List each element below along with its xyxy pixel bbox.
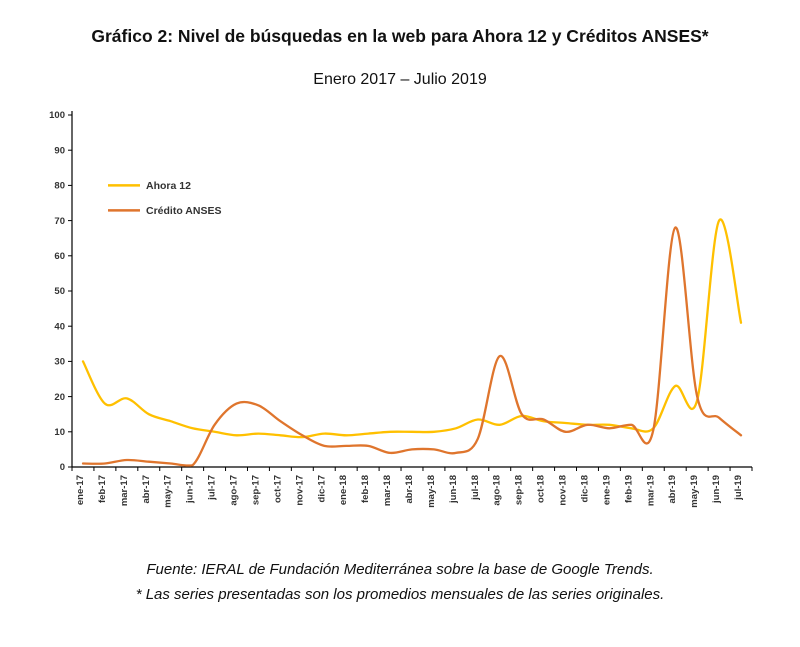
legend-label-ahora-12: Ahora 12 <box>146 180 191 192</box>
x-tick-label: jul-17 <box>207 475 218 501</box>
y-tick-label: 40 <box>54 321 65 332</box>
x-tick-label: ene-17 <box>75 475 86 505</box>
x-tick-label: nov-17 <box>294 475 305 506</box>
series-line-ahora-12 <box>81 218 743 439</box>
trend-chart: 0 10 20 30 40 50 60 70 80 90 100 ene-17 feb-17 mar-17… <box>49 110 753 508</box>
x-tick-label: jun-18 <box>448 475 459 504</box>
x-tick-label: ene-19 <box>601 475 612 505</box>
x-tick-label: feb-19 <box>623 475 634 503</box>
x-tick-label: may-19 <box>689 475 700 508</box>
x-tick-label: dic-18 <box>579 475 590 502</box>
x-tick-label: jun-19 <box>711 475 722 504</box>
x-tick-label: mar-19 <box>645 475 656 506</box>
x-tick-label: oct-17 <box>272 475 283 503</box>
x-tick-label: sep-17 <box>250 475 261 505</box>
x-tick-label: jul-18 <box>470 475 481 501</box>
y-tick-label: 20 <box>54 392 65 403</box>
y-tick-label: 10 <box>54 427 65 438</box>
x-tick-label: feb-18 <box>360 475 371 503</box>
source-note: Fuente: IERAL de Fundación Mediterránea … <box>146 561 654 578</box>
series-line-credito-anses <box>81 226 743 467</box>
x-tick-label: nov-18 <box>558 475 569 506</box>
x-tick-label: mar-18 <box>382 475 393 506</box>
x-tick-label: ago-17 <box>229 475 240 506</box>
y-tick-label: 70 <box>54 216 65 227</box>
x-tick-label: jun-17 <box>185 475 196 504</box>
x-tick-label: dic-17 <box>316 475 327 502</box>
y-tick-label: 60 <box>54 251 65 262</box>
x-tick-label: abr-19 <box>667 475 678 504</box>
x-tick-label: abr-18 <box>404 475 415 504</box>
chart-footer: Fuente: IERAL de Fundación Mediterránea … <box>0 558 800 608</box>
chart-title: Gráfico 2: Nivel de búsquedas en la web … <box>91 26 709 46</box>
x-tick-label: sep-18 <box>514 475 525 505</box>
x-tick-label: feb-17 <box>97 475 108 503</box>
chart-subtitle: Enero 2017 – Julio 2019 <box>313 71 487 88</box>
chart-area: 0 10 20 30 40 50 60 70 80 90 100 ene-17 feb-17 mar-17… <box>30 105 770 544</box>
y-tick-label: 80 <box>54 181 65 192</box>
x-tick-label: ene-18 <box>338 475 349 505</box>
legend-label-credito-anses: Crédito ANSES <box>146 205 221 217</box>
y-tick-label: 90 <box>54 145 65 156</box>
x-tick-label: ago-18 <box>492 475 503 506</box>
x-tick-label: jul-19 <box>733 475 744 501</box>
x-tick-label: oct-18 <box>536 475 547 503</box>
series-note: * Las series presentadas son los promedi… <box>135 585 665 603</box>
x-tick-label: mar-17 <box>119 475 130 506</box>
y-tick-label: 0 <box>60 462 65 473</box>
x-tick-label: may-18 <box>426 475 437 508</box>
y-tick-label: 100 <box>49 110 65 121</box>
x-tick-label: abr-17 <box>141 475 152 504</box>
y-tick-label: 50 <box>54 286 65 297</box>
x-tick-label: may-17 <box>163 475 174 508</box>
y-tick-label: 30 <box>54 357 65 368</box>
